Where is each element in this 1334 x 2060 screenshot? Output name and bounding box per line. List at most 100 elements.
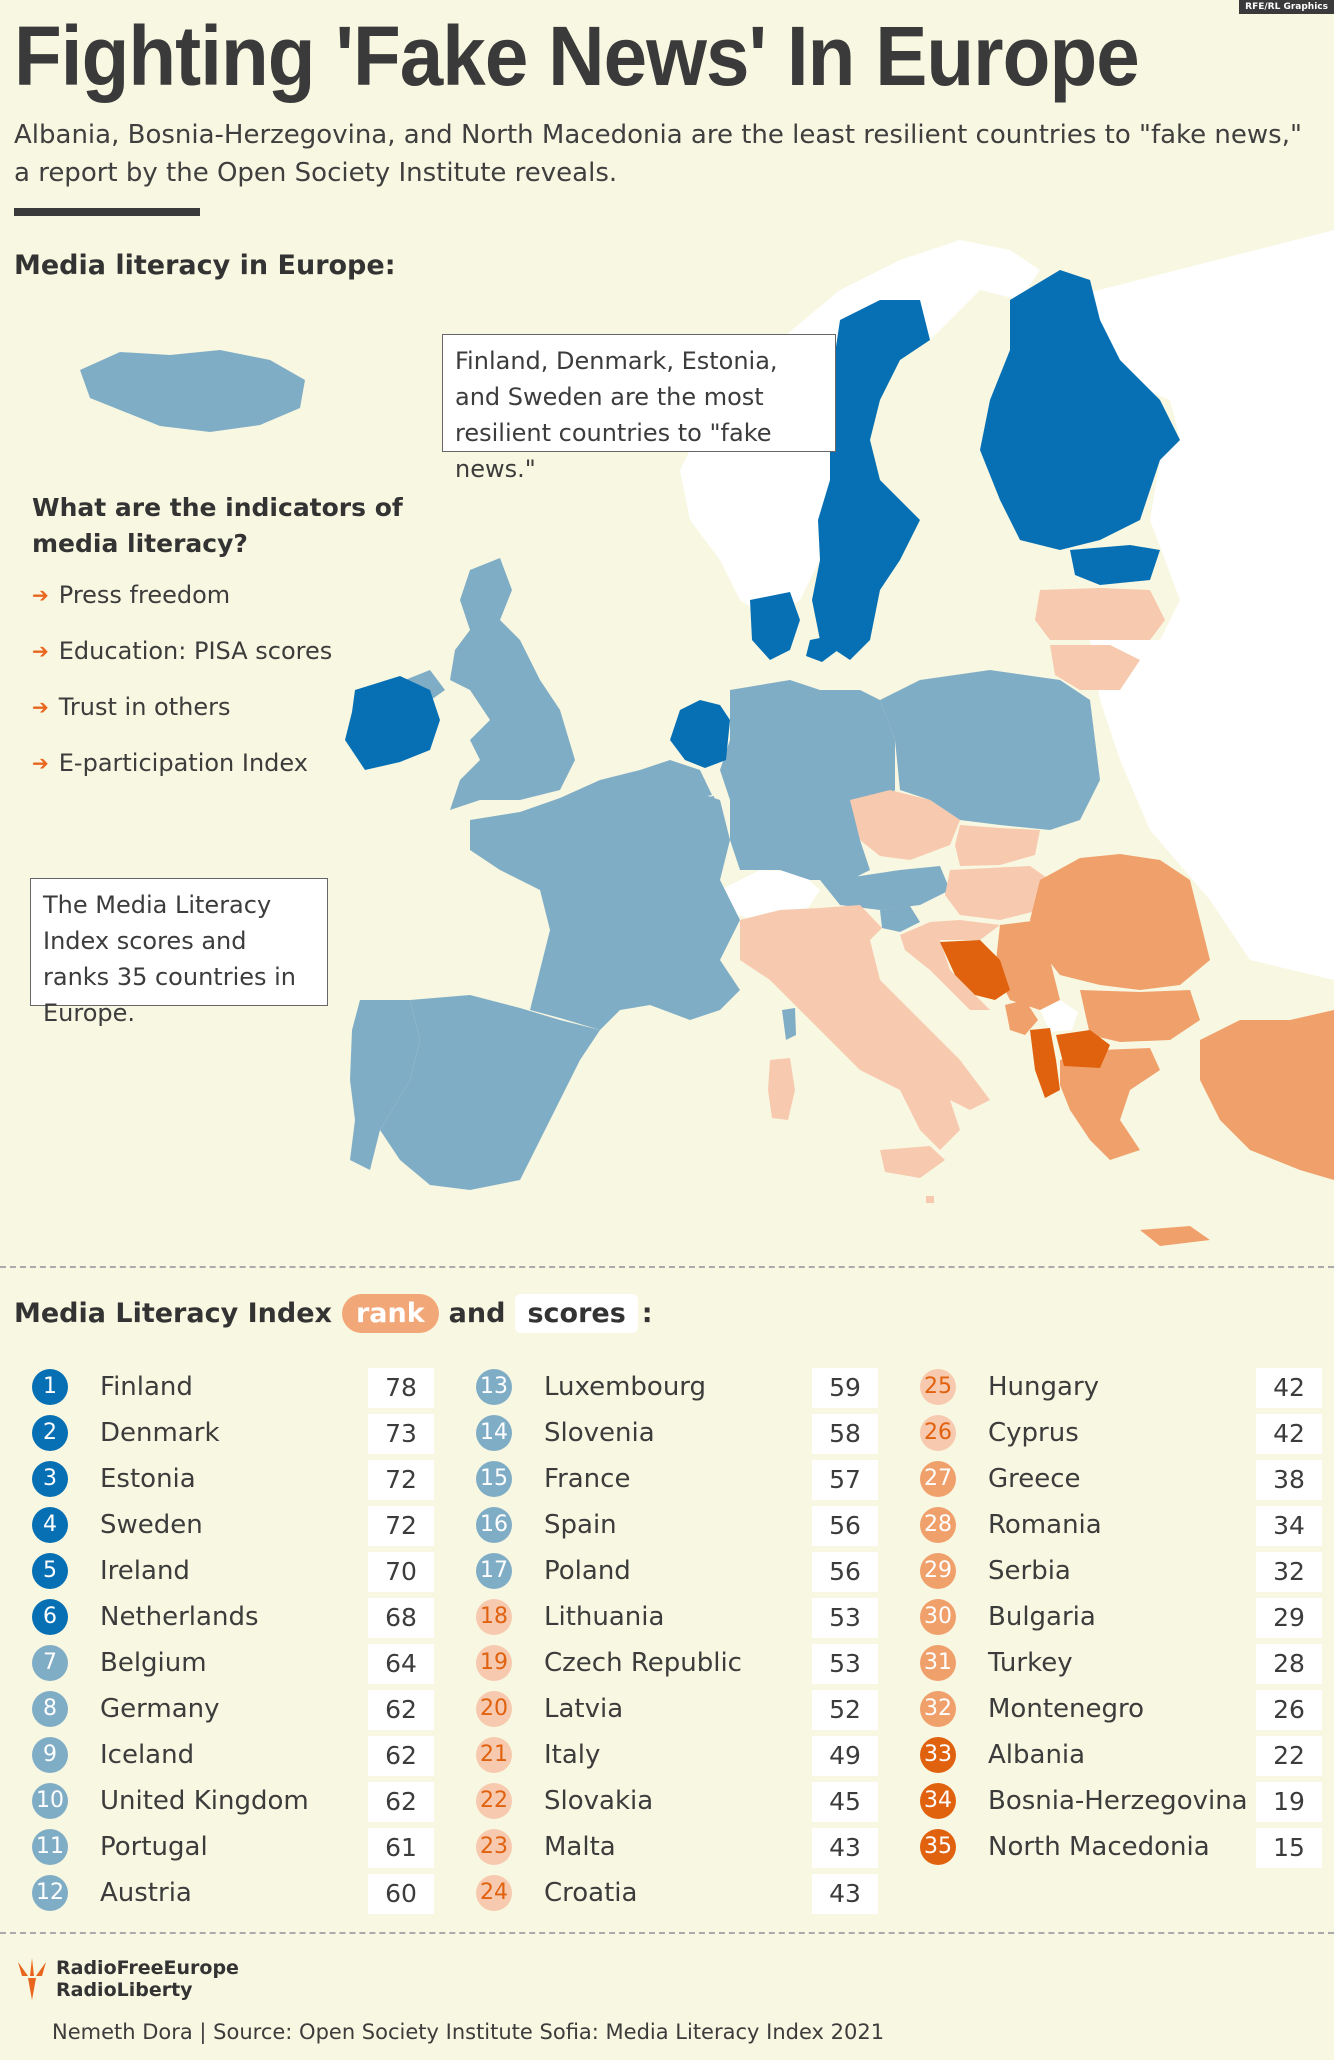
callout-index-info: The Media Literacy Index scores and rank… <box>30 878 328 1027</box>
map-country-slovenia <box>880 906 920 932</box>
ranking-row: 27 Greece 38 <box>920 1458 1322 1504</box>
country-name: North Macedonia <box>988 1832 1210 1862</box>
country-name: Ireland <box>100 1556 190 1586</box>
country-name: Romania <box>988 1510 1102 1540</box>
map-country-romania <box>1030 854 1210 990</box>
country-name: Italy <box>544 1740 601 1770</box>
score-value: 29 <box>1256 1598 1322 1638</box>
map-country-portugal <box>350 1000 420 1170</box>
rank-badge: 27 <box>920 1461 956 1497</box>
ranking-row: 13 Luxembourg 59 <box>476 1366 878 1412</box>
score-value: 52 <box>812 1690 878 1730</box>
rank-badge: 29 <box>920 1553 956 1589</box>
rank-badge: 4 <box>32 1507 68 1543</box>
score-value: 43 <box>812 1874 878 1914</box>
rank-badge: 23 <box>476 1829 512 1865</box>
rank-badge: 21 <box>476 1737 512 1773</box>
europe-map <box>80 230 1334 1246</box>
page-title: Fighting 'Fake News' In Europe <box>14 9 1140 103</box>
map-country-montenegro <box>1005 1000 1038 1035</box>
country-name: Germany <box>100 1694 220 1724</box>
score-value: 49 <box>812 1736 878 1776</box>
map-country-denmark <box>750 592 800 660</box>
country-name: Latvia <box>544 1694 624 1724</box>
map-country-malta <box>926 1196 934 1203</box>
rferl-logo: RadioFreeEurope RadioLiberty <box>14 1956 239 2002</box>
ranking-heading-prefix: Media Literacy Index <box>14 1298 332 1329</box>
map-country-hungary <box>945 866 1050 920</box>
ranking-row: 2 Denmark 73 <box>32 1412 434 1458</box>
country-name: Czech Republic <box>544 1648 742 1678</box>
map-country-germany <box>720 680 895 880</box>
rank-badge: 2 <box>32 1415 68 1451</box>
country-name: Greece <box>988 1464 1081 1494</box>
map-country-sicily <box>880 1146 945 1178</box>
map-country-greece <box>1060 1048 1160 1160</box>
country-name: Poland <box>544 1556 631 1586</box>
score-value: 78 <box>368 1368 434 1408</box>
map-country-belgium <box>640 760 712 800</box>
rank-badge: 17 <box>476 1553 512 1589</box>
ranking-row: 25 Hungary 42 <box>920 1366 1322 1412</box>
score-value: 62 <box>368 1690 434 1730</box>
score-value: 15 <box>1256 1828 1322 1868</box>
map-country-austria <box>820 866 950 910</box>
rank-pill: rank <box>341 1294 439 1333</box>
arrow-right-icon: ➔ <box>32 583 49 607</box>
map-country-slovakia <box>955 825 1040 866</box>
indicators-panel: What are the indicators of media literac… <box>32 490 432 778</box>
ranking-row: 16 Spain 56 <box>476 1504 878 1550</box>
rank-badge: 11 <box>32 1829 68 1865</box>
ranking-column-2: 13 Luxembourg 59 14 Slovenia 58 15 France 57 16 Sp… <box>476 1366 878 1918</box>
score-value: 57 <box>812 1460 878 1500</box>
country-name: Denmark <box>100 1418 220 1448</box>
map-country-poland <box>880 670 1100 830</box>
ranking-row: 11 Portugal 61 <box>32 1826 434 1872</box>
map-country-spain <box>380 995 600 1190</box>
score-value: 19 <box>1256 1782 1322 1822</box>
map-country-estonia <box>1070 545 1160 585</box>
rank-badge: 34 <box>920 1783 956 1819</box>
map-country-crete <box>1140 1226 1210 1246</box>
ranking-row: 19 Czech Republic 53 <box>476 1642 878 1688</box>
score-value: 73 <box>368 1414 434 1454</box>
score-value: 42 <box>1256 1414 1322 1454</box>
score-value: 42 <box>1256 1368 1322 1408</box>
ranking-row: 35 North Macedonia 15 <box>920 1826 1322 1872</box>
source-footer: Nemeth Dora | Source: Open Society Insti… <box>52 2020 885 2044</box>
ranking-row: 15 France 57 <box>476 1458 878 1504</box>
country-name: Portugal <box>100 1832 208 1862</box>
rank-badge: 14 <box>476 1415 512 1451</box>
ranking-row: 10 United Kingdom 62 <box>32 1780 434 1826</box>
logo-text: RadioFreeEurope RadioLiberty <box>56 1957 239 2001</box>
score-value: 61 <box>368 1828 434 1868</box>
rank-badge: 10 <box>32 1783 68 1819</box>
ranking-row: 26 Cyprus 42 <box>920 1412 1322 1458</box>
callout-resilient: Finland, Denmark, Estonia, and Sweden ar… <box>442 334 836 483</box>
ranking-heading: Media Literacy Index rank and scores : <box>14 1294 653 1333</box>
map-land-kosovo <box>1040 1000 1078 1032</box>
map-country-luxembourg <box>702 796 716 814</box>
rank-badge: 22 <box>476 1783 512 1819</box>
ranking-row: 24 Croatia 43 <box>476 1872 878 1918</box>
ranking-row: 7 Belgium 64 <box>32 1642 434 1688</box>
rank-badge: 25 <box>920 1369 956 1405</box>
country-name: Serbia <box>988 1556 1071 1586</box>
country-name: Slovenia <box>544 1418 655 1448</box>
ranking-row: 5 Ireland 70 <box>32 1550 434 1596</box>
ranking-row: 18 Lithuania 53 <box>476 1596 878 1642</box>
map-country-netherlands <box>670 700 730 768</box>
map-country-serbia <box>995 920 1060 1010</box>
country-name: Belgium <box>100 1648 207 1678</box>
country-name: Montenegro <box>988 1694 1145 1724</box>
score-value: 56 <box>812 1506 878 1546</box>
map-country-croatia <box>900 920 1000 1010</box>
country-name: Hungary <box>988 1372 1100 1402</box>
ranking-row: 21 Italy 49 <box>476 1734 878 1780</box>
map-country-finland <box>980 270 1180 550</box>
country-name: Iceland <box>100 1740 195 1770</box>
scores-pill: scores <box>515 1294 638 1333</box>
indicator-label: E-participation Index <box>58 749 308 777</box>
ranking-row: 20 Latvia 52 <box>476 1688 878 1734</box>
map-country-sweden <box>812 300 930 660</box>
